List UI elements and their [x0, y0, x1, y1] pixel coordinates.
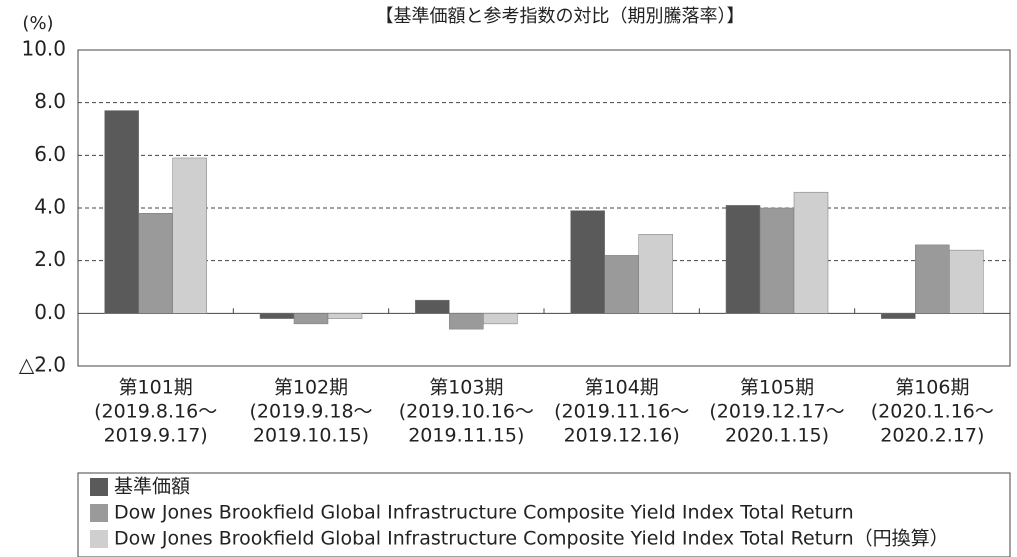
x-tick-label: 2019.11.15)	[408, 425, 524, 447]
x-tick-label: (2019.12.17～	[709, 401, 844, 423]
x-tick-label: (2019.8.16～	[94, 401, 217, 423]
x-tick-label: (2019.11.16～	[554, 401, 689, 423]
bar	[483, 313, 518, 325]
bar	[138, 213, 173, 314]
y-tick-label: △2.0	[19, 353, 66, 377]
x-tick-label: 2019.9.17)	[104, 425, 208, 447]
bar	[570, 210, 605, 314]
x-tick-label: 第103期	[429, 377, 503, 399]
bar	[293, 313, 329, 325]
y-tick-label: 8.0	[34, 89, 66, 113]
bar	[915, 244, 950, 314]
x-tick-label: (2020.1.16～	[871, 401, 994, 423]
y-tick-label: 10.0	[21, 37, 66, 61]
x-tick-label: 2020.1.15)	[725, 425, 829, 447]
x-tick-label: 第102期	[274, 377, 348, 399]
x-tick-label: (2019.10.16～	[399, 401, 534, 423]
bar	[604, 255, 639, 314]
legend-label: Dow Jones Brookfield Global Infrastructu…	[114, 528, 949, 550]
x-tick-label: 第105期	[740, 377, 814, 399]
x-tick-label: 2020.2.17)	[880, 425, 984, 447]
legend-label: Dow Jones Brookfield Global Infrastructu…	[114, 502, 854, 524]
legend-swatch	[90, 478, 108, 496]
bar	[327, 313, 363, 319]
bar	[881, 313, 916, 319]
bar	[415, 299, 450, 314]
chart-title: 【基準価額と参考指数の対比（期別騰落率）】	[376, 6, 745, 27]
y-tick-label: 2.0	[34, 247, 66, 271]
bar	[449, 313, 484, 330]
y-tick-label: 6.0	[34, 142, 66, 166]
y-tick-label: 4.0	[34, 195, 66, 219]
legend-swatch	[90, 504, 108, 522]
x-tick-label: 第101期	[119, 377, 193, 399]
legend-swatch	[90, 530, 108, 548]
legend-frame	[77, 472, 1011, 557]
bar	[793, 191, 829, 314]
bar	[638, 234, 673, 314]
x-tick-label: 2019.10.15)	[253, 425, 369, 447]
legend-label: 基準価額	[114, 476, 190, 498]
x-tick-label: 第104期	[585, 377, 659, 399]
bar	[104, 110, 139, 314]
bar	[949, 249, 984, 314]
x-tick-label: (2019.9.18～	[249, 401, 372, 423]
bar	[725, 205, 761, 314]
bar	[172, 157, 207, 314]
legend: 基準価額 Dow Jones Brookfield Global Infrastr…	[90, 476, 949, 550]
y-axis-label: (%)	[22, 13, 53, 34]
y-tick-label: 0.0	[34, 300, 66, 324]
bar	[759, 207, 795, 314]
bar	[259, 313, 295, 319]
x-tick-label: 第106期	[895, 377, 969, 399]
x-tick-label: 2019.12.16)	[564, 425, 680, 447]
